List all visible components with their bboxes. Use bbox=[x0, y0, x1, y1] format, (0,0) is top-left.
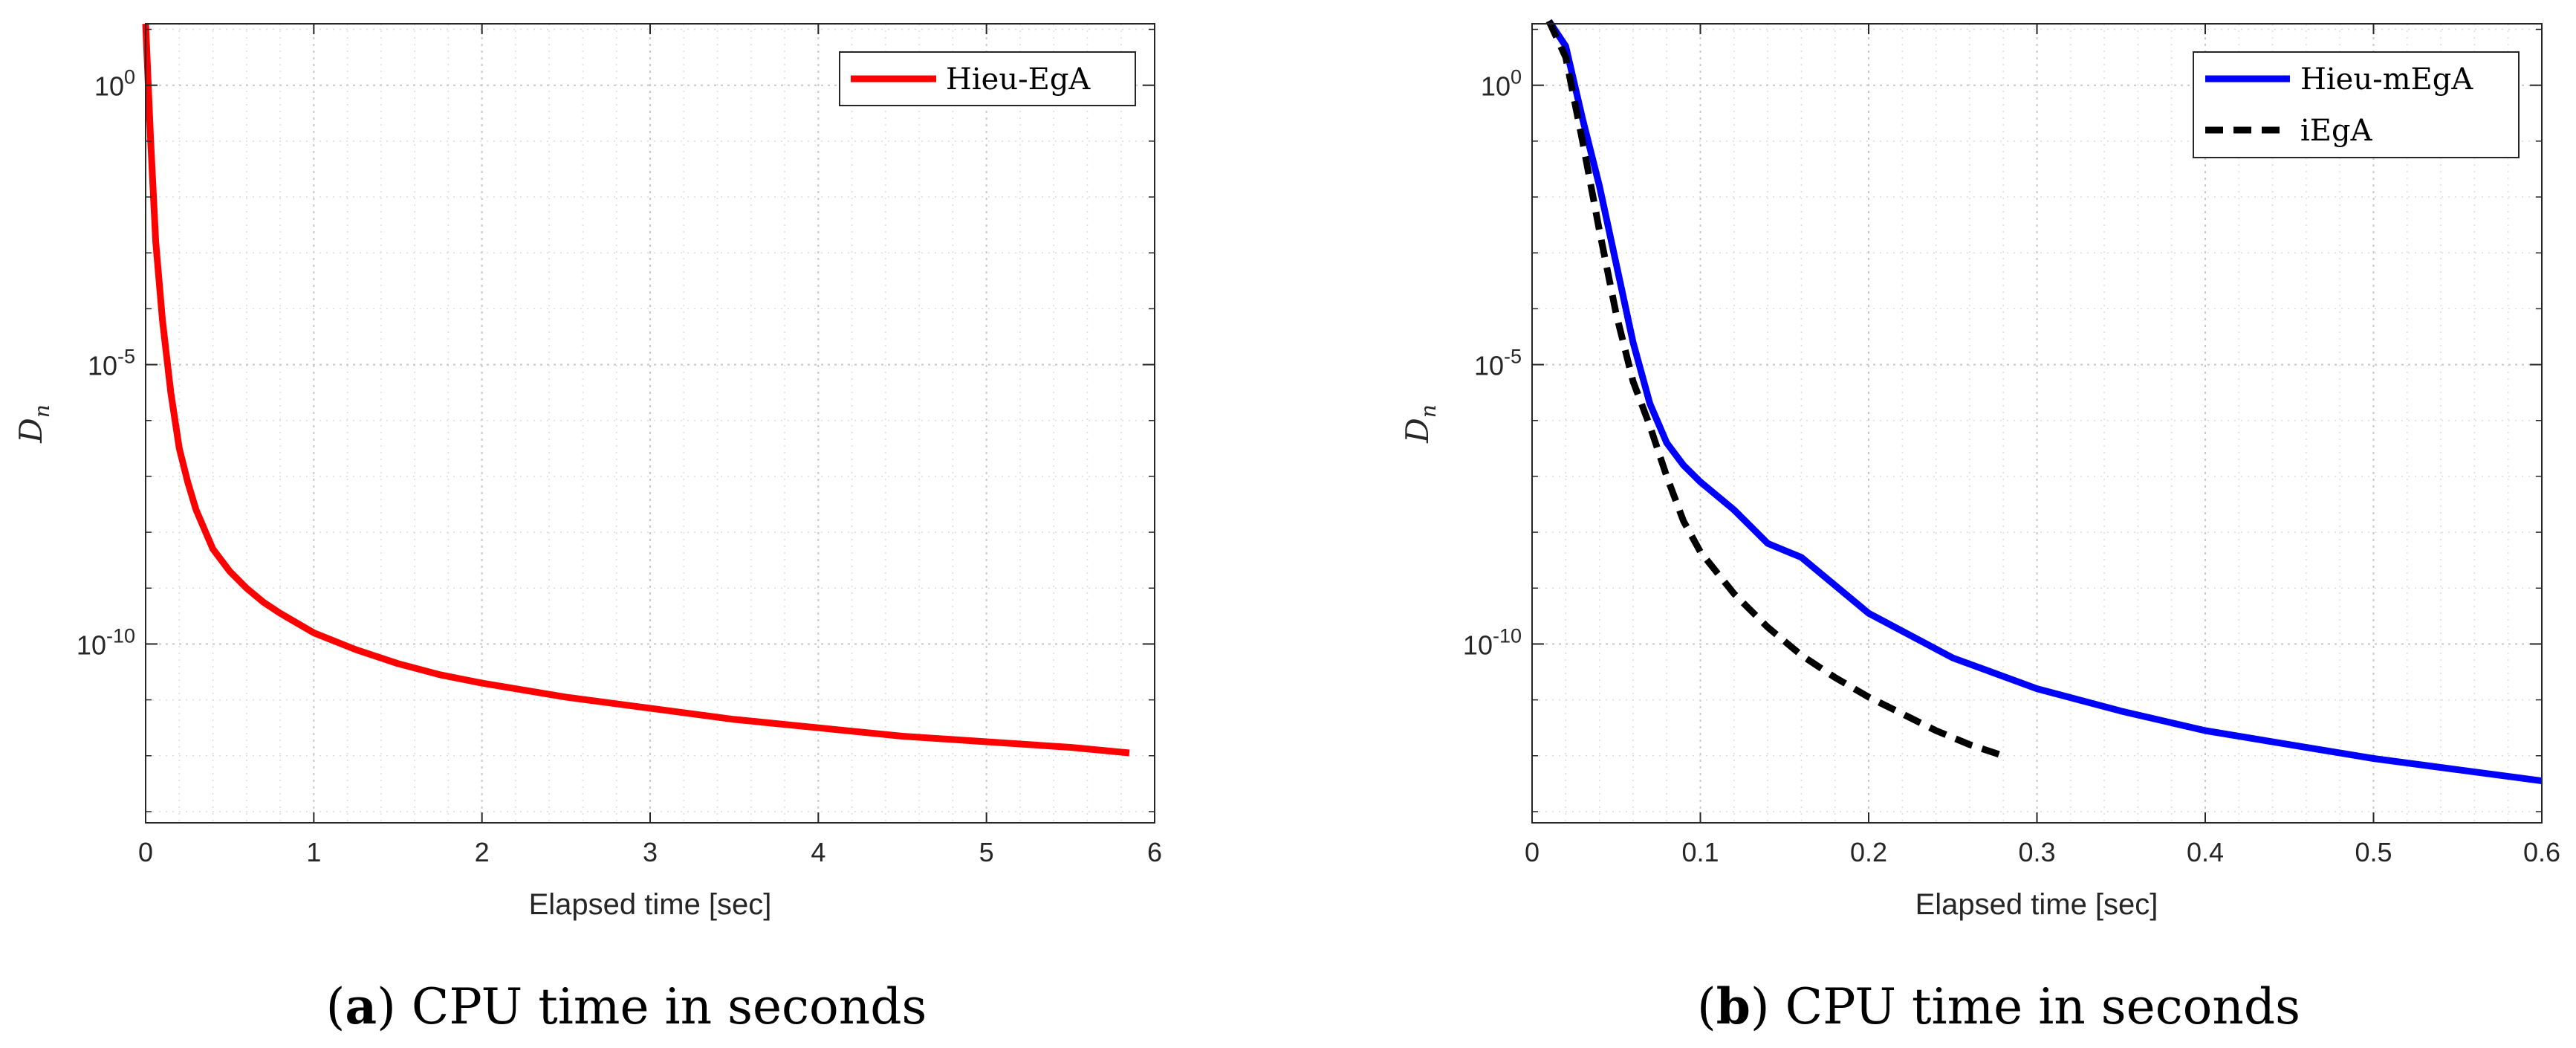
y-tick-label: 10-10 bbox=[77, 624, 135, 660]
x-tick-label: 3 bbox=[643, 837, 658, 867]
caption-letter-a: a bbox=[345, 977, 377, 1035]
caption-text-b: ) CPU time in seconds bbox=[1751, 978, 2300, 1035]
caption-b: (b) CPU time in seconds bbox=[1697, 977, 2300, 1035]
x-tick-label: 0.1 bbox=[1681, 837, 1719, 867]
y-axis-label-sub-b: n bbox=[1416, 404, 1441, 418]
legend-b: Hieu-mEgA iEgA bbox=[2193, 51, 2520, 158]
x-tick-label: 0.3 bbox=[2018, 837, 2055, 867]
x-tick-label: 4 bbox=[811, 837, 825, 867]
x-axis-label-b: Elapsed time [sec] bbox=[1915, 888, 2158, 921]
plot-area-a bbox=[146, 24, 1155, 823]
x-tick-label: 1 bbox=[306, 837, 321, 867]
legend-label-hieu-mega: Hieu-mEgA bbox=[2300, 62, 2473, 97]
y-axis-label-sub-a: n bbox=[30, 404, 54, 418]
legend-box-a bbox=[839, 51, 1136, 106]
chart-panel-b: 0 0.1 0.2 0.3 0.4 0.5 0.6 100 10-5 10-10 Elapsed … bbox=[1399, 19, 2560, 1035]
axis-ticks-a: 0 1 2 3 4 5 6 100 10-5 10-10 bbox=[77, 24, 1162, 867]
y-axis-label-b: Dn bbox=[1399, 404, 1441, 444]
y-axis-label-a: Dn bbox=[13, 404, 54, 444]
series-line-hieu-mega bbox=[1545, 19, 2543, 785]
caption-text-a: ) CPU time in seconds bbox=[377, 978, 927, 1035]
x-tick-label: 0.2 bbox=[1850, 837, 1887, 867]
y-axis-label-main-a: D bbox=[13, 418, 49, 444]
y-tick-label: 10-5 bbox=[88, 346, 135, 381]
axis-ticks-b: 0 0.1 0.2 0.3 0.4 0.5 0.6 100 10-5 10-10 bbox=[1463, 24, 2560, 867]
legend-box-b bbox=[2193, 51, 2520, 158]
legend-label-hieu-ega: Hieu-EgA bbox=[946, 62, 1091, 97]
grid-a bbox=[146, 24, 1155, 823]
chart-panel-a: 0 1 2 3 4 5 6 100 10-5 10-10 Elapsed time [sec] D… bbox=[13, 23, 1162, 1035]
x-tick-label: 0 bbox=[138, 837, 153, 867]
legend-a: Hieu-EgA bbox=[839, 51, 1136, 106]
series-layer-a bbox=[142, 23, 1130, 757]
x-tick-label: 5 bbox=[979, 837, 994, 867]
y-axis-label-main-b: D bbox=[1399, 418, 1435, 444]
series-line-hieu-ega bbox=[142, 23, 1130, 757]
x-axis-label-a: Elapsed time [sec] bbox=[529, 888, 772, 921]
y-tick-label: 100 bbox=[1481, 66, 1522, 102]
x-tick-label: 0.5 bbox=[2355, 837, 2392, 867]
x-tick-label: 0 bbox=[1525, 837, 1540, 867]
x-tick-label: 6 bbox=[1147, 837, 1162, 867]
caption-letter-b: b bbox=[1716, 977, 1751, 1035]
x-tick-label: 0.6 bbox=[2523, 837, 2560, 867]
caption-a: (a) CPU time in seconds bbox=[326, 977, 927, 1035]
legend-label-iega: iEgA bbox=[2300, 114, 2373, 148]
x-tick-label: 2 bbox=[475, 837, 490, 867]
series-layer-b bbox=[1545, 19, 2543, 785]
x-tick-label: 0.4 bbox=[2187, 837, 2224, 867]
y-tick-label: 100 bbox=[94, 66, 135, 102]
y-tick-label: 10-5 bbox=[1474, 346, 1522, 381]
y-tick-label: 10-10 bbox=[1463, 624, 1522, 660]
